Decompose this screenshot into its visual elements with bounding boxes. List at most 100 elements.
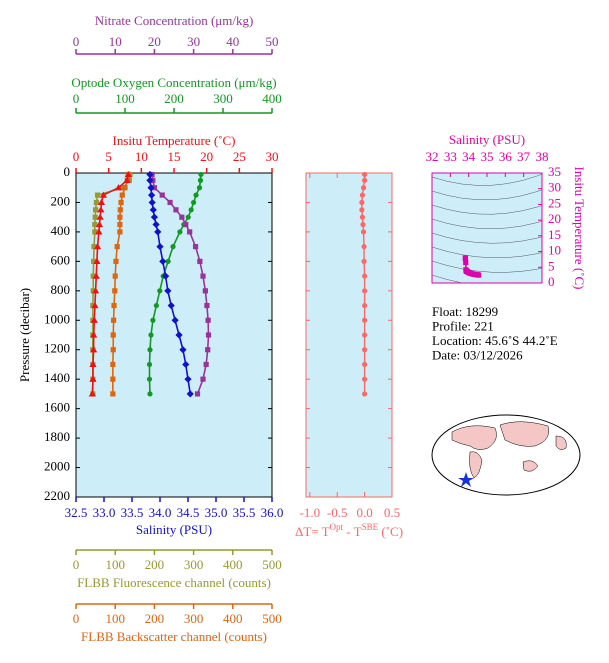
- data-point: [93, 207, 99, 213]
- y-tick-label: 600: [51, 252, 71, 267]
- data-point: [95, 228, 103, 235]
- data-point: [362, 302, 368, 309]
- data-point: [110, 347, 116, 353]
- ts-plot-area: [432, 173, 542, 283]
- data-point: [112, 288, 118, 294]
- data-point: [193, 192, 199, 198]
- x-tick-label: -1.0: [300, 505, 321, 520]
- axis-title: Insitu Temperature (˚C): [112, 133, 235, 148]
- data-point: [361, 244, 367, 250]
- x-tick-label: 0: [73, 34, 80, 49]
- density-contour: [432, 246, 542, 258]
- data-point: [188, 207, 194, 213]
- data-point: [362, 361, 368, 368]
- data-point: [148, 332, 154, 338]
- data-point: [146, 170, 154, 179]
- data-point: [196, 185, 203, 191]
- data-point: [114, 244, 120, 250]
- data-point: [200, 376, 206, 382]
- data-point: [117, 207, 123, 213]
- data-point: [171, 316, 179, 324]
- x-tick-label: 30: [187, 34, 200, 49]
- data-point: [162, 272, 170, 280]
- y-tick-label: 1600: [44, 400, 70, 415]
- float-info: Date: 03/12/2026: [432, 347, 523, 362]
- data-point: [360, 185, 367, 191]
- axis-title: Nitrate Concentration (μm/kg): [95, 13, 254, 28]
- density-contour: [432, 106, 552, 128]
- data-point: [92, 272, 100, 279]
- data-point: [205, 347, 211, 353]
- y-axis-title: Pressure (decibar): [17, 288, 32, 382]
- data-point: [179, 214, 185, 220]
- x-axis-title: Salinity (PSU): [449, 132, 525, 147]
- y-tick-label: 400: [51, 223, 71, 238]
- data-point: [152, 220, 160, 229]
- x-tick-label: 34.0: [149, 505, 172, 520]
- x-tick-label: 100: [105, 557, 125, 572]
- x-axis-title-part: ΔT= T: [295, 524, 330, 539]
- y-tick-label: 1000: [44, 311, 70, 326]
- data-point: [205, 317, 211, 323]
- data-point: [150, 317, 156, 323]
- data-point: [89, 375, 97, 382]
- data-point: [147, 347, 153, 353]
- data-point: [186, 390, 194, 398]
- x-tick-label: 200: [145, 557, 165, 572]
- x-tick-label: 35.0: [205, 505, 228, 520]
- data-point: [362, 347, 368, 353]
- density-contour: [432, 260, 542, 273]
- x-tick-label: 50: [266, 34, 279, 49]
- data-point: [362, 376, 368, 382]
- data-point: [362, 288, 368, 294]
- axis-title: FLBB Backscatter channel (counts): [81, 629, 267, 644]
- data-point: [203, 361, 209, 368]
- x-tick-label: 0: [73, 557, 80, 572]
- data-point: [359, 199, 365, 206]
- data-point: [95, 220, 104, 228]
- data-point: [122, 185, 128, 191]
- data-point: [159, 192, 165, 198]
- density-contour: [432, 274, 464, 283]
- data-point: [93, 243, 102, 250]
- x-tick-label: 500: [262, 611, 282, 626]
- x-tick-label: 36: [499, 149, 513, 164]
- x-axis-title: ΔT= TOpt - TSBE (˚C): [295, 522, 403, 539]
- data-point: [197, 177, 204, 183]
- x-tick-label: -0.5: [327, 505, 348, 520]
- x-tick-label: 36.0: [261, 505, 284, 520]
- y-tick-label: 0: [64, 164, 71, 179]
- data-point: [359, 207, 365, 213]
- data-point: [124, 170, 132, 178]
- data-point: [361, 258, 367, 264]
- data-point: [198, 171, 204, 178]
- y-tick-label: 1400: [44, 370, 70, 385]
- x-tick-label: 34.5: [177, 505, 200, 520]
- y-tick-label: 20: [548, 211, 561, 226]
- main-plot-area: [76, 173, 272, 497]
- data-point: [159, 257, 167, 265]
- data-point: [97, 206, 105, 213]
- data-point: [147, 391, 153, 397]
- data-point: [96, 213, 104, 220]
- x-tick-label: 33: [444, 149, 457, 164]
- data-point: [360, 221, 366, 228]
- x-axis-title-part: SBE: [362, 522, 379, 532]
- y-tick-label: 2200: [44, 488, 70, 503]
- x-tick-label: 10: [109, 34, 122, 49]
- data-point: [462, 255, 468, 262]
- data-point: [362, 177, 368, 183]
- data-point: [167, 199, 173, 206]
- x-tick-label: 40: [226, 34, 239, 49]
- data-point: [359, 214, 366, 220]
- data-point: [99, 191, 108, 198]
- data-point: [90, 346, 98, 353]
- data-point: [164, 287, 172, 295]
- y-tick-label: 1800: [44, 429, 70, 444]
- data-point: [111, 302, 117, 309]
- density-contour: [432, 173, 542, 186]
- data-point: [200, 273, 206, 279]
- data-point: [88, 390, 96, 397]
- data-point: [93, 199, 99, 206]
